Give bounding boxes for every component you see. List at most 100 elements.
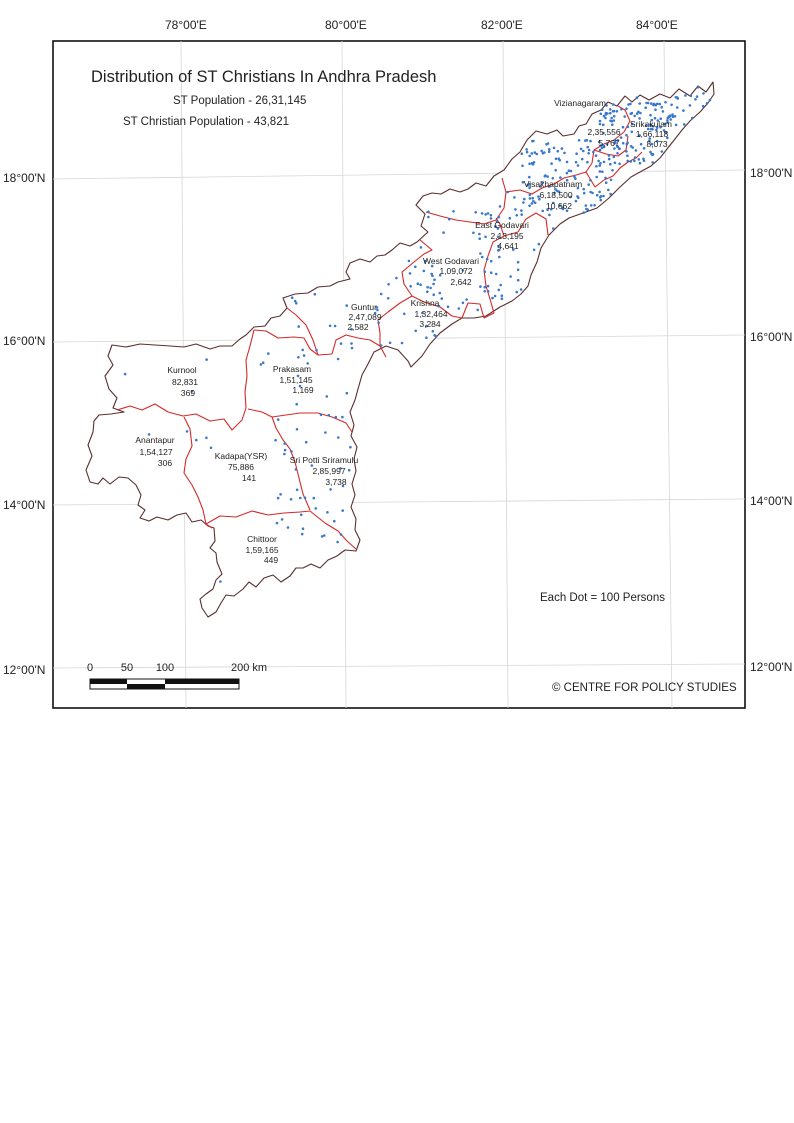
population-dot	[533, 151, 537, 154]
population-dot	[379, 344, 383, 347]
population-dot	[484, 213, 488, 216]
population-dot	[376, 308, 379, 312]
population-dot	[633, 114, 636, 118]
population-dot	[419, 283, 422, 287]
population-dot	[682, 109, 685, 112]
population-dot	[283, 448, 287, 452]
population-dot	[574, 199, 578, 203]
population-dot	[312, 496, 316, 500]
population-dot	[548, 213, 551, 217]
population-dot	[655, 128, 658, 132]
lat-label: 12°00'N	[750, 660, 792, 674]
population-dot	[593, 203, 596, 207]
population-dot	[526, 183, 530, 187]
population-dot	[620, 108, 623, 111]
population-dot	[461, 269, 465, 272]
scale-label: 0	[87, 662, 93, 674]
population-dot	[457, 307, 461, 310]
population-dot	[280, 518, 284, 521]
population-dot	[286, 526, 290, 529]
population-dot	[600, 108, 604, 112]
st-population-label: ST Population - 26,31,145	[173, 95, 306, 107]
population-dot	[702, 92, 705, 95]
population-dot	[650, 102, 653, 105]
population-dot	[259, 363, 263, 366]
population-dot	[499, 283, 503, 287]
population-dot	[673, 115, 677, 118]
district-population-anantapur: 1,54,127	[139, 447, 172, 457]
population-dot	[623, 115, 626, 118]
population-dot	[515, 290, 519, 294]
population-dot	[602, 145, 606, 149]
population-dot	[625, 150, 628, 153]
population-dot	[438, 273, 442, 277]
population-dot	[607, 188, 610, 192]
population-dot	[604, 111, 608, 115]
population-dot	[559, 176, 562, 179]
population-dot	[633, 156, 637, 159]
population-dot	[646, 101, 650, 105]
population-dot	[528, 162, 531, 166]
population-dot	[437, 304, 441, 308]
population-dot	[306, 362, 310, 365]
district-name-anantapur: Anantapur	[135, 435, 174, 445]
population-dot	[416, 282, 420, 286]
population-dot	[653, 116, 657, 120]
map-title: Distribution of ST Christians In Andhra …	[91, 68, 436, 86]
population-dot	[638, 134, 641, 137]
district-population-west-godavari: 1,09,072	[439, 266, 472, 276]
population-dot	[261, 361, 265, 365]
population-dot	[500, 294, 504, 298]
population-dot	[586, 145, 589, 149]
population-dot	[387, 283, 390, 286]
population-dot	[619, 136, 623, 139]
population-dot	[375, 306, 379, 309]
district-name-vizianagaram: Vizianagaram	[554, 98, 606, 108]
district-christians-prakasam: 1,169	[292, 385, 314, 395]
population-dot	[551, 177, 555, 180]
population-dot	[618, 162, 621, 166]
population-dot	[432, 282, 435, 286]
population-dot	[554, 169, 557, 172]
population-dot	[516, 268, 520, 272]
population-dot	[584, 204, 588, 207]
population-dot	[651, 125, 655, 128]
population-dot	[546, 175, 549, 178]
population-dot	[617, 147, 621, 150]
population-dot	[294, 468, 298, 471]
population-dot	[548, 148, 551, 151]
population-dot	[582, 149, 585, 153]
population-dot	[541, 181, 544, 184]
population-dot	[668, 114, 672, 117]
district-christians-visakhapatnam: 10,662	[546, 201, 572, 211]
district-christians-vizianagaram: 5,767	[598, 138, 620, 148]
population-dot	[480, 255, 484, 259]
population-dot	[295, 428, 299, 431]
population-dot	[610, 116, 613, 120]
population-dot	[452, 210, 455, 213]
population-dot	[350, 327, 353, 331]
district-population-visakhapatnam: 6,18,500	[539, 190, 572, 200]
population-dot	[489, 217, 493, 220]
population-dot	[395, 276, 398, 280]
scale-label: 50	[121, 662, 133, 674]
population-dot	[323, 534, 326, 537]
district-name-kadapa: Kadapa(YSR)	[215, 451, 268, 461]
population-dot	[671, 115, 675, 118]
lat-label: 14°00'N	[3, 498, 45, 512]
population-dot	[630, 111, 634, 115]
population-dot	[563, 151, 566, 155]
population-dot	[598, 119, 602, 123]
district-christians-chittoor: 449	[264, 555, 278, 565]
population-dot	[705, 102, 709, 105]
population-dot	[299, 496, 302, 500]
population-dot	[609, 119, 612, 123]
population-dot	[626, 159, 629, 163]
population-dot	[414, 329, 418, 333]
population-dot	[598, 122, 602, 126]
population-dot	[532, 248, 536, 252]
dot-legend: Each Dot = 100 Persons	[540, 592, 665, 604]
district-population-prakasam: 1,51,145	[279, 375, 312, 385]
population-dot	[496, 227, 500, 230]
district-christians-kadapa: 141	[242, 473, 256, 483]
